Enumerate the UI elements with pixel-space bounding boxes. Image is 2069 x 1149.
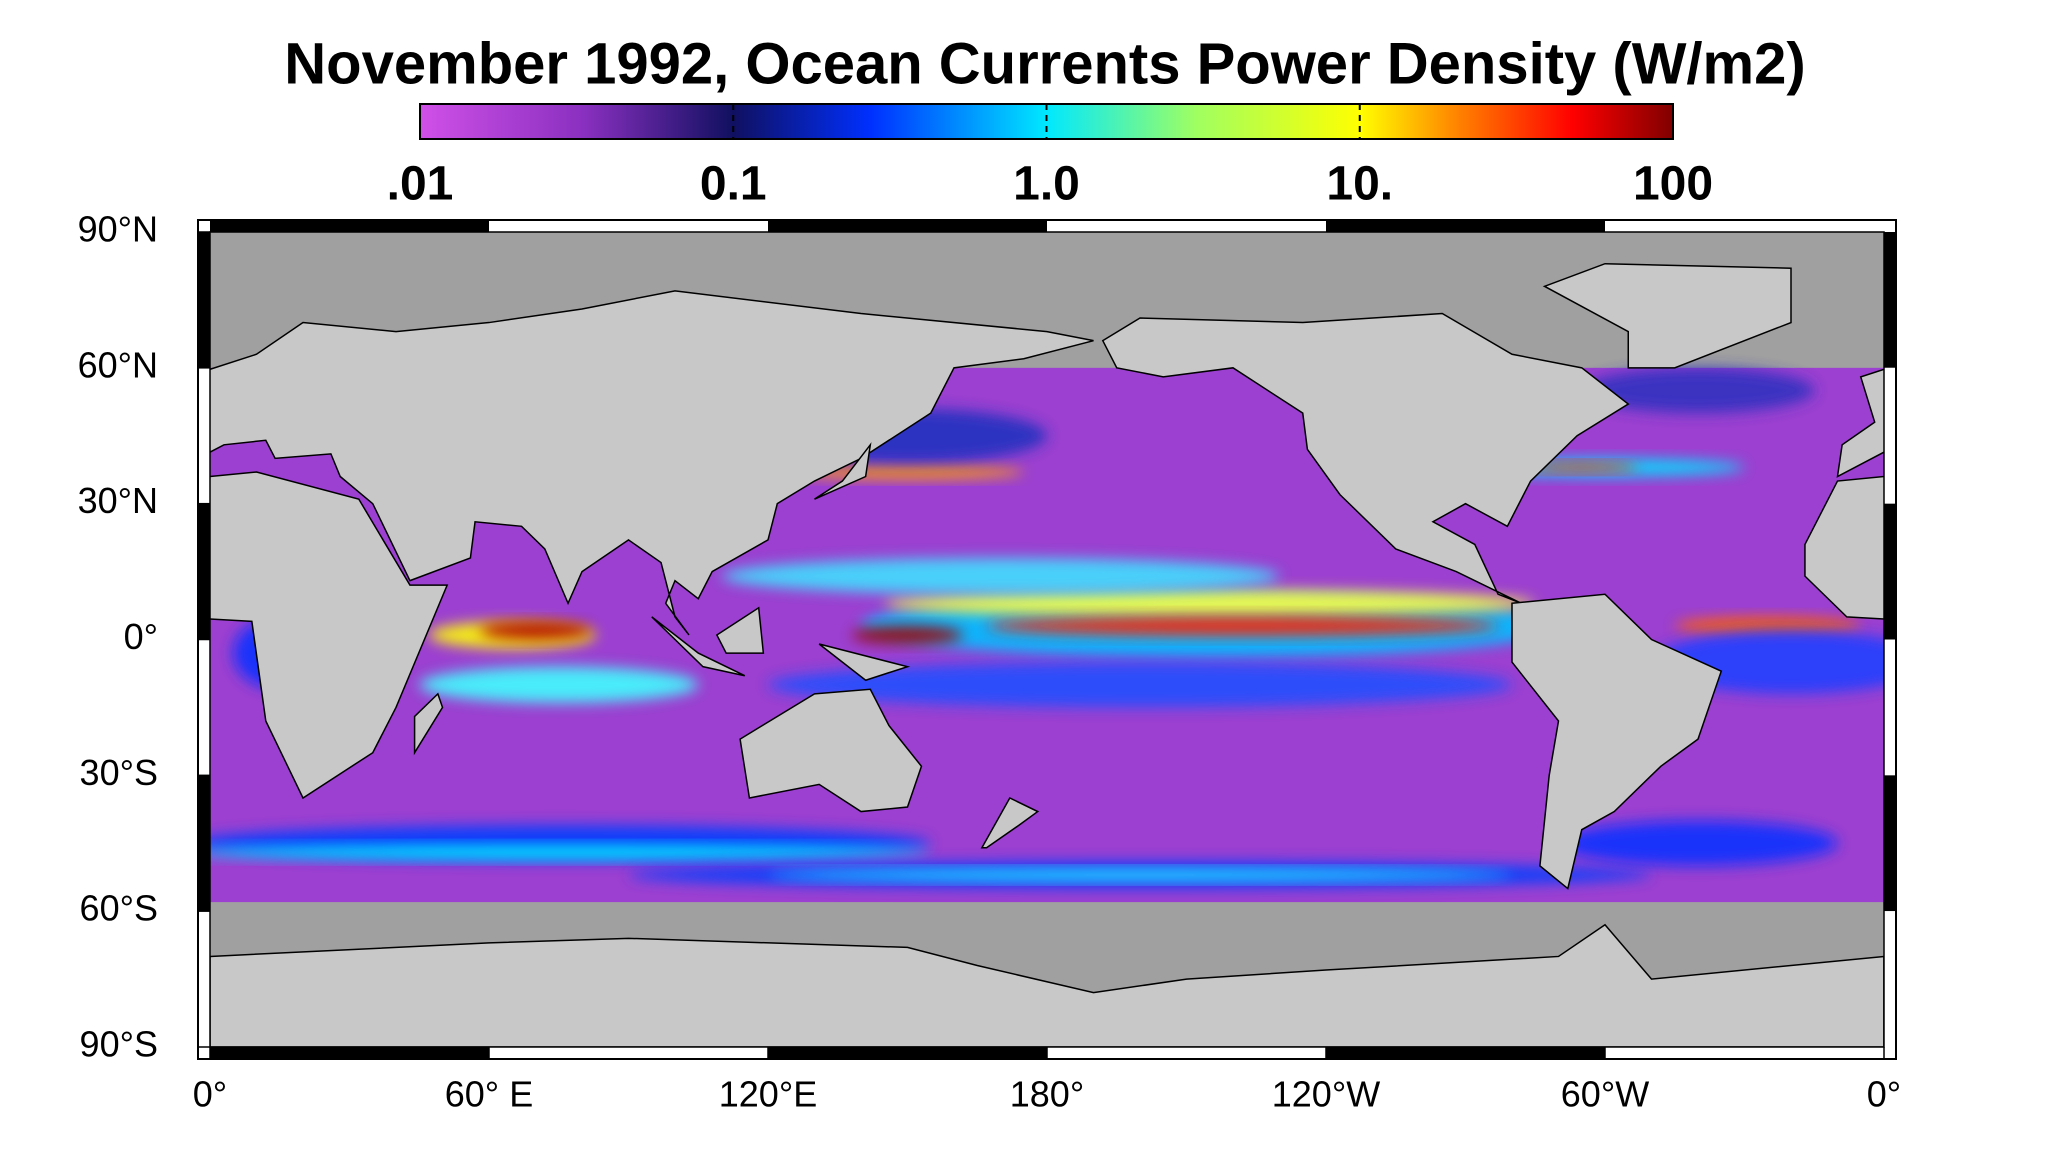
frame-strip <box>489 221 768 232</box>
current-band <box>768 869 1512 881</box>
frame-strip <box>1047 1047 1326 1058</box>
current-band <box>986 615 1499 636</box>
land <box>210 471 449 800</box>
frame-strip <box>199 639 210 776</box>
lon-label: 0° <box>193 1074 227 1115</box>
current-band <box>721 558 1280 595</box>
land <box>739 688 923 813</box>
land <box>818 643 911 682</box>
lon-label: 180° <box>1010 1074 1084 1115</box>
colorbar-tick-label: 1.0 <box>1013 158 1080 211</box>
current-band <box>1581 367 1815 414</box>
frame-strip <box>199 911 210 1047</box>
colorbar-tick-label: 10. <box>1326 158 1393 211</box>
current-band <box>419 666 699 703</box>
land <box>210 923 1884 1047</box>
land <box>814 442 872 500</box>
colorbar-tick-label: 0.1 <box>700 158 767 211</box>
frame-strip <box>768 1047 1047 1058</box>
land <box>980 796 1040 849</box>
land <box>1511 593 1723 890</box>
lon-label: 60° E <box>445 1074 533 1115</box>
map-area <box>0 232 1884 1047</box>
current-band <box>210 845 931 860</box>
lat-label: 60°S <box>80 888 158 929</box>
land <box>1542 262 1792 369</box>
land <box>210 290 1094 636</box>
frame-strip <box>199 232 210 368</box>
colorbar-tick-label: .01 <box>387 158 454 211</box>
frame-strip <box>1326 221 1605 232</box>
colorbar-tick-label: 100 <box>1633 158 1713 211</box>
lon-label: 0° <box>1867 1074 1901 1115</box>
frame-strip <box>210 1047 489 1058</box>
lat-label: 60°N <box>78 344 158 385</box>
current-band <box>1525 462 1638 472</box>
lat-label: 30°S <box>80 752 158 793</box>
frame-strip <box>489 1047 768 1058</box>
current-band <box>1558 820 1838 866</box>
lon-label: 60°W <box>1561 1074 1649 1115</box>
frame-strip <box>1884 911 1895 1047</box>
current-band <box>884 589 1536 617</box>
lat-label: 90°N <box>78 209 158 250</box>
land <box>413 692 444 756</box>
current-band <box>768 662 1512 708</box>
lat-label: 30°N <box>78 480 158 521</box>
frame-strip <box>210 221 489 232</box>
land <box>1101 312 1630 604</box>
lon-label: 120°W <box>1272 1074 1380 1115</box>
current-band <box>851 625 964 645</box>
frame-strip <box>199 367 210 504</box>
frame-strip <box>199 775 210 912</box>
lat-label: 0° <box>124 616 158 657</box>
frame-strip <box>1884 775 1895 912</box>
frame-strip <box>1326 1047 1605 1058</box>
frame-strip <box>1884 232 1895 368</box>
lat-label: 90°S <box>80 1024 158 1065</box>
land <box>1804 475 1884 620</box>
land <box>1883 955 1884 1047</box>
frame-strip <box>1605 1047 1884 1058</box>
current-band <box>1674 616 1861 635</box>
frame-strip <box>1884 367 1895 504</box>
land <box>715 606 765 654</box>
frame-strip <box>1884 639 1895 776</box>
land <box>0 594 47 888</box>
frame-strip <box>1884 503 1895 640</box>
title: November 1992, Ocean Currents Power Dens… <box>284 31 1805 96</box>
frame-strip <box>768 221 1047 232</box>
frame-strip <box>1605 221 1884 232</box>
land <box>651 616 746 677</box>
lon-label: 120°E <box>719 1074 817 1115</box>
frame-strip <box>1047 221 1326 232</box>
frame-strip <box>199 503 210 640</box>
land <box>1836 368 1884 478</box>
current-band <box>479 621 592 640</box>
